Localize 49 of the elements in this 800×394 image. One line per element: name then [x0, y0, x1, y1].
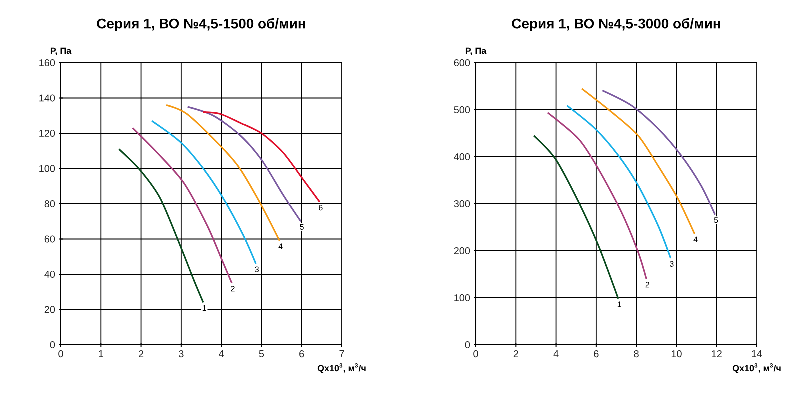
x-tick-label: 6 — [300, 350, 304, 358]
line-series — [533, 135, 620, 300]
y-tick-label: 0 — [465, 341, 470, 349]
x-axis-title: Qx10$^{3}$, м$^{3}$/ч — [732, 364, 781, 374]
x-tick-label: 0 — [58, 350, 64, 358]
y-tick-label: 300 — [454, 200, 470, 208]
y-tick-label: 140 — [40, 94, 56, 102]
y-tick-label: 60 — [44, 236, 56, 243]
line-series — [547, 112, 648, 280]
line-series — [187, 106, 302, 222]
y-axis-title: P, Па — [466, 48, 487, 56]
line-series — [118, 148, 204, 304]
y-tick-label: 80 — [44, 200, 56, 208]
x-tick-label: 2 — [514, 350, 518, 358]
x-tick-label: 4 — [554, 350, 559, 358]
y-tick-label: 200 — [454, 247, 470, 255]
x-tick-label: 4 — [219, 350, 224, 358]
y-tick-label: 20 — [44, 306, 56, 314]
x-tick-label: 7 — [340, 350, 344, 358]
x-tick-label: 10 — [672, 350, 682, 358]
line-series — [581, 88, 696, 235]
y-tick-label: 160 — [40, 59, 56, 67]
line-series — [202, 112, 321, 204]
line-series — [566, 104, 672, 260]
x-axis-title: Qx10$^{3}$, м$^{3}$/ч — [318, 364, 366, 374]
x-tick-label: 6 — [594, 350, 599, 358]
chart-title: Серия 1, ВО №4,5-1500 об/мин — [97, 18, 306, 32]
x-tick-label: 2 — [139, 350, 144, 358]
x-tick-label: 1 — [99, 350, 104, 358]
x-tick-label: 3 — [179, 350, 184, 358]
y-tick-label: 500 — [454, 106, 470, 114]
y-tick-label: 0 — [50, 341, 56, 349]
chart-title: Серия 1, ВО №4,5-3000 об/мин — [512, 18, 720, 32]
y-tick-label: 100 — [454, 294, 470, 302]
y-tick-label: 40 — [44, 270, 56, 278]
x-tick-label: 0 — [474, 350, 478, 358]
y-tick-label: 400 — [454, 153, 470, 161]
x-tick-label: 12 — [712, 350, 722, 358]
line-series — [151, 120, 257, 265]
line-series — [602, 90, 716, 216]
y-tick-label: 600 — [454, 59, 470, 67]
x-tick-label: 8 — [634, 350, 639, 358]
x-tick-label: 5 — [259, 350, 264, 358]
y-tick-label: 100 — [40, 165, 56, 172]
x-tick-label: 14 — [752, 350, 762, 358]
y-axis-title: P, Па — [50, 48, 72, 56]
line-series — [132, 127, 233, 284]
line-series — [166, 104, 281, 242]
y-tick-label: 120 — [40, 130, 56, 138]
